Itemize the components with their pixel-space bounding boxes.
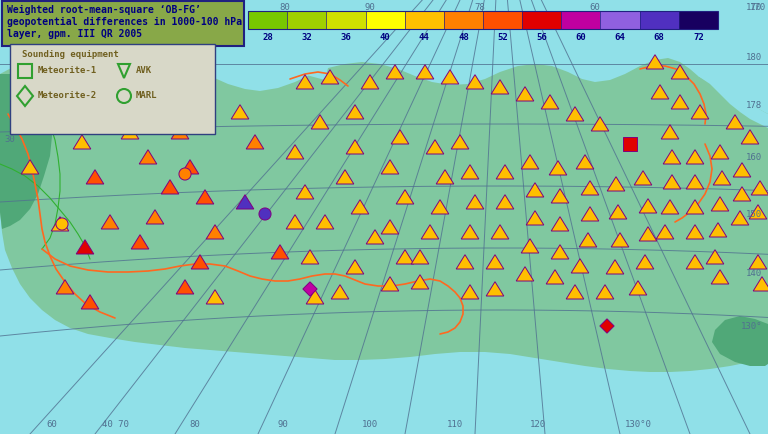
Polygon shape — [311, 115, 329, 130]
Polygon shape — [46, 95, 64, 110]
Text: 28: 28 — [262, 33, 273, 42]
Polygon shape — [492, 225, 508, 240]
Text: 44: 44 — [419, 33, 429, 42]
Polygon shape — [81, 295, 99, 309]
FancyBboxPatch shape — [287, 12, 326, 30]
Text: Meteorite-1: Meteorite-1 — [38, 66, 97, 75]
Polygon shape — [686, 175, 703, 190]
Polygon shape — [691, 105, 709, 120]
Polygon shape — [101, 215, 119, 230]
Text: 56: 56 — [536, 33, 547, 42]
Text: 30: 30 — [4, 135, 15, 144]
FancyBboxPatch shape — [623, 138, 637, 152]
Polygon shape — [346, 260, 364, 274]
Polygon shape — [396, 190, 414, 204]
Polygon shape — [191, 255, 209, 270]
Polygon shape — [636, 255, 654, 270]
Polygon shape — [451, 135, 468, 150]
Polygon shape — [661, 200, 679, 214]
Text: 100: 100 — [362, 419, 378, 428]
Polygon shape — [321, 71, 339, 85]
Polygon shape — [581, 181, 599, 196]
Polygon shape — [306, 290, 324, 304]
Polygon shape — [664, 175, 680, 190]
FancyBboxPatch shape — [2, 2, 244, 47]
Polygon shape — [571, 259, 589, 273]
Polygon shape — [551, 217, 569, 231]
Text: 40: 40 — [379, 33, 390, 42]
Polygon shape — [609, 205, 627, 220]
Polygon shape — [231, 105, 249, 120]
Text: Weighted root-mean-square ‘OB-FG’: Weighted root-mean-square ‘OB-FG’ — [7, 5, 201, 15]
Text: 36: 36 — [340, 33, 351, 42]
Text: 160: 160 — [746, 152, 762, 161]
Polygon shape — [521, 239, 539, 253]
Polygon shape — [753, 277, 768, 291]
Polygon shape — [73, 135, 91, 150]
Polygon shape — [56, 280, 74, 294]
Polygon shape — [639, 199, 657, 214]
Text: 90: 90 — [365, 3, 376, 12]
Polygon shape — [441, 71, 458, 85]
Polygon shape — [751, 181, 768, 196]
Polygon shape — [381, 220, 399, 234]
Polygon shape — [416, 66, 434, 80]
Circle shape — [179, 168, 191, 181]
FancyBboxPatch shape — [483, 12, 522, 30]
Polygon shape — [331, 285, 349, 299]
Polygon shape — [750, 255, 766, 270]
Polygon shape — [591, 118, 609, 132]
Text: Sounding equipment: Sounding equipment — [22, 50, 119, 59]
Polygon shape — [486, 255, 504, 270]
Polygon shape — [712, 316, 768, 366]
Polygon shape — [579, 233, 597, 247]
Polygon shape — [492, 81, 508, 95]
FancyBboxPatch shape — [679, 12, 718, 30]
Polygon shape — [421, 225, 439, 240]
Polygon shape — [146, 210, 164, 224]
Polygon shape — [607, 178, 625, 191]
Text: 170: 170 — [750, 3, 766, 12]
Polygon shape — [698, 77, 768, 129]
Polygon shape — [486, 282, 504, 296]
Polygon shape — [546, 270, 564, 284]
Polygon shape — [247, 135, 263, 150]
Polygon shape — [686, 255, 703, 270]
Text: 64: 64 — [614, 33, 625, 42]
Polygon shape — [656, 225, 674, 240]
Polygon shape — [0, 0, 768, 55]
Polygon shape — [516, 267, 534, 281]
Text: Meteorite-2: Meteorite-2 — [38, 91, 97, 100]
Polygon shape — [686, 225, 703, 240]
Polygon shape — [496, 195, 514, 210]
FancyBboxPatch shape — [10, 45, 215, 135]
Polygon shape — [301, 250, 319, 264]
Text: 150: 150 — [746, 210, 762, 219]
Text: 52: 52 — [497, 33, 508, 42]
Polygon shape — [396, 250, 414, 264]
FancyBboxPatch shape — [405, 12, 444, 30]
Polygon shape — [391, 130, 409, 145]
Circle shape — [56, 218, 68, 230]
Polygon shape — [271, 245, 289, 260]
Polygon shape — [76, 240, 94, 254]
Polygon shape — [707, 250, 723, 264]
Polygon shape — [0, 75, 52, 230]
Polygon shape — [336, 170, 354, 184]
Polygon shape — [634, 171, 652, 186]
Text: 68: 68 — [654, 33, 664, 42]
Text: 130°0: 130°0 — [624, 419, 651, 428]
Polygon shape — [466, 76, 484, 90]
Polygon shape — [711, 197, 729, 211]
Polygon shape — [629, 281, 647, 295]
Polygon shape — [411, 275, 429, 289]
Polygon shape — [286, 145, 304, 160]
Polygon shape — [711, 145, 729, 160]
Text: 80: 80 — [280, 3, 290, 12]
FancyBboxPatch shape — [640, 12, 679, 30]
Text: 178: 178 — [746, 100, 762, 109]
Polygon shape — [296, 185, 314, 200]
Polygon shape — [496, 165, 514, 180]
Polygon shape — [646, 56, 664, 70]
